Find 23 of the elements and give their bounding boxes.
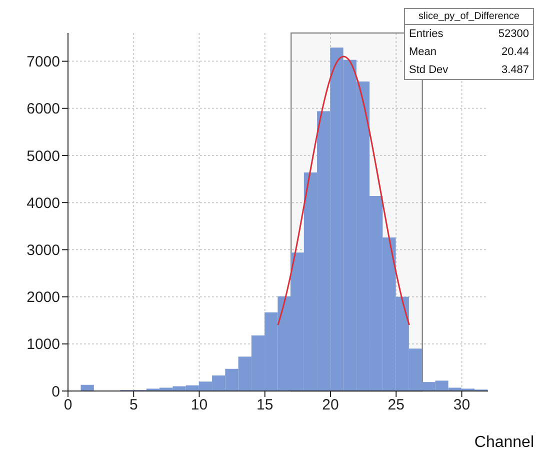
y-tick-label: 7000: [26, 54, 60, 71]
x-tick-label: 30: [453, 396, 470, 414]
y-tick-label: 1000: [26, 336, 60, 354]
x-tick-label: 0: [64, 396, 72, 414]
x-tick-label: 25: [388, 396, 404, 414]
y-tick-label: 2000: [26, 289, 60, 306]
y-tick-label: 6000: [26, 100, 60, 118]
x-tick-label: 20: [322, 396, 339, 414]
text: slice_py_of_Difference: [405, 9, 533, 25]
x-tick-label: 15: [256, 396, 274, 414]
x-tick-label: 5: [129, 396, 138, 414]
y-tick-label: 4000: [26, 194, 60, 212]
text: 52300: [498, 28, 529, 40]
x-axis-title: Channel: [474, 434, 534, 452]
y-tick-label: 0: [52, 383, 60, 400]
text: 3.487: [501, 64, 529, 76]
text: 20.44: [501, 46, 529, 58]
annotation: Std Dev: [409, 64, 450, 76]
y-tick-label: 5000: [26, 148, 60, 165]
annotation: Entries: [409, 28, 444, 40]
x-tick-label: 10: [190, 396, 208, 414]
annotation: Mean: [409, 46, 438, 58]
y-tick-label: 3000: [26, 242, 60, 260]
